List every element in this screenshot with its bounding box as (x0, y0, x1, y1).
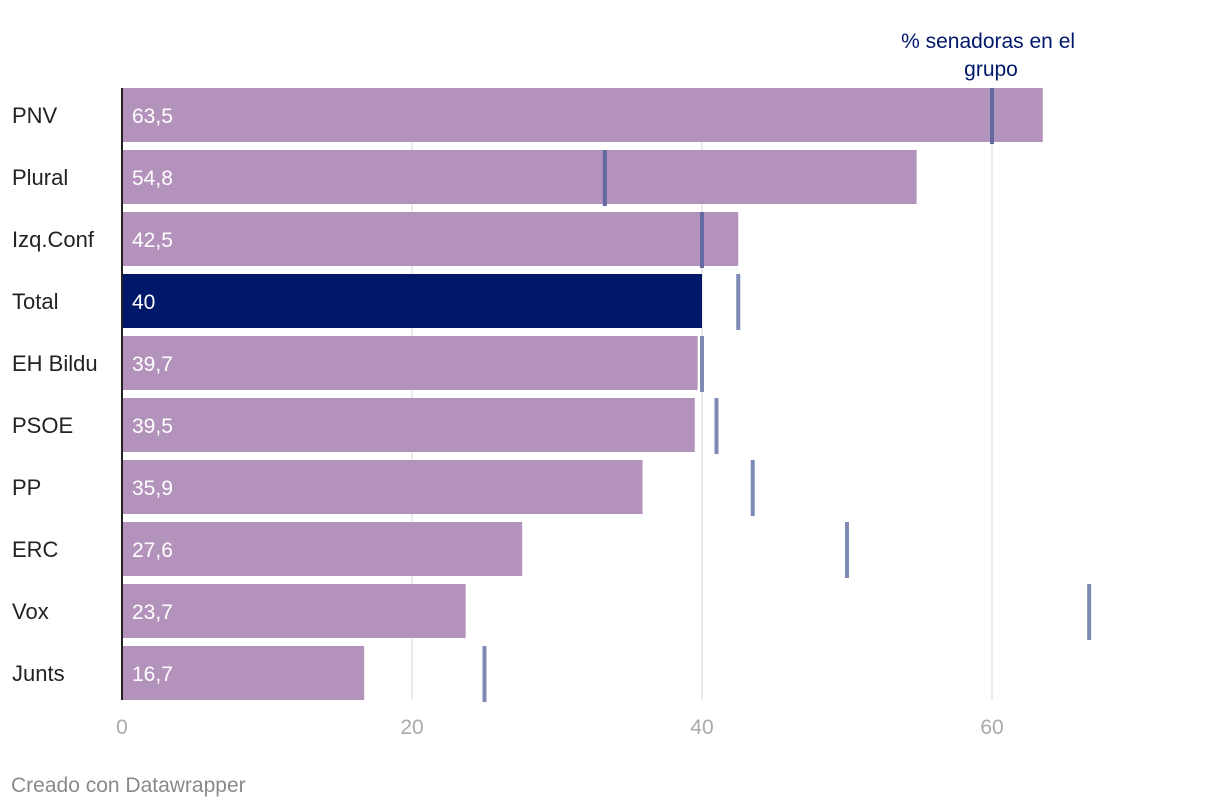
label-layer: 0 20 40 60 PNV 63,5 Plural 54,8 Izq.Conf 42,5 Tota… (12, 103, 1004, 739)
category-label: Plural (12, 165, 68, 190)
bar-psoe (122, 398, 695, 452)
value-label: 27,6 (132, 539, 173, 562)
marker-eh-bildu (700, 336, 704, 392)
marker-pnv (990, 88, 994, 144)
value-label: 42,5 (132, 229, 173, 252)
value-label: 39,5 (132, 415, 173, 438)
value-label: 54,8 (132, 167, 173, 190)
bar-eh-bildu (122, 336, 698, 390)
bar-plural (122, 150, 917, 204)
category-label: Izq.Conf (12, 227, 95, 252)
marker-erc (845, 522, 849, 578)
value-label: 39,7 (132, 353, 173, 376)
bar-layer (122, 88, 1043, 700)
value-label: 40 (132, 291, 155, 314)
category-label: Junts (12, 661, 65, 686)
x-tick-label-40: 40 (690, 716, 713, 739)
category-label: EH Bildu (12, 351, 98, 376)
bar-vox (122, 584, 466, 638)
bar-pnv (122, 88, 1043, 142)
category-label: Total (12, 289, 58, 314)
marker-annotation: % senadoras en el grupo (901, 30, 1081, 81)
marker-total (736, 274, 741, 330)
value-label: 63,5 (132, 105, 173, 128)
x-tick-label-20: 20 (400, 716, 423, 739)
bar-izq-conf (122, 212, 739, 266)
value-label: 35,9 (132, 477, 173, 500)
annotation-line-2: grupo (964, 58, 1018, 81)
category-label: ERC (12, 537, 59, 562)
bar-junts (122, 646, 365, 700)
value-label: 23,7 (132, 601, 173, 624)
marker-layer (482, 88, 1092, 702)
category-label: Vox (12, 599, 49, 624)
x-tick-label-0: 0 (116, 716, 128, 739)
x-tick-label-60: 60 (980, 716, 1003, 739)
marker-pp (750, 460, 755, 516)
value-label: 16,7 (132, 663, 173, 686)
bar-total (122, 274, 702, 328)
category-label: PNV (12, 103, 58, 128)
bar-pp (122, 460, 643, 514)
marker-junts (482, 646, 487, 702)
marker-psoe (714, 398, 719, 454)
marker-plural (602, 150, 607, 206)
category-label: PP (12, 475, 41, 500)
marker-vox (1087, 584, 1092, 640)
footer-credit: Creado con Datawrapper (11, 774, 246, 797)
annotation-line-1: % senadoras en el (901, 30, 1075, 53)
bar-erc (122, 522, 523, 576)
marker-izq-conf (700, 212, 704, 268)
category-label: PSOE (12, 413, 73, 438)
